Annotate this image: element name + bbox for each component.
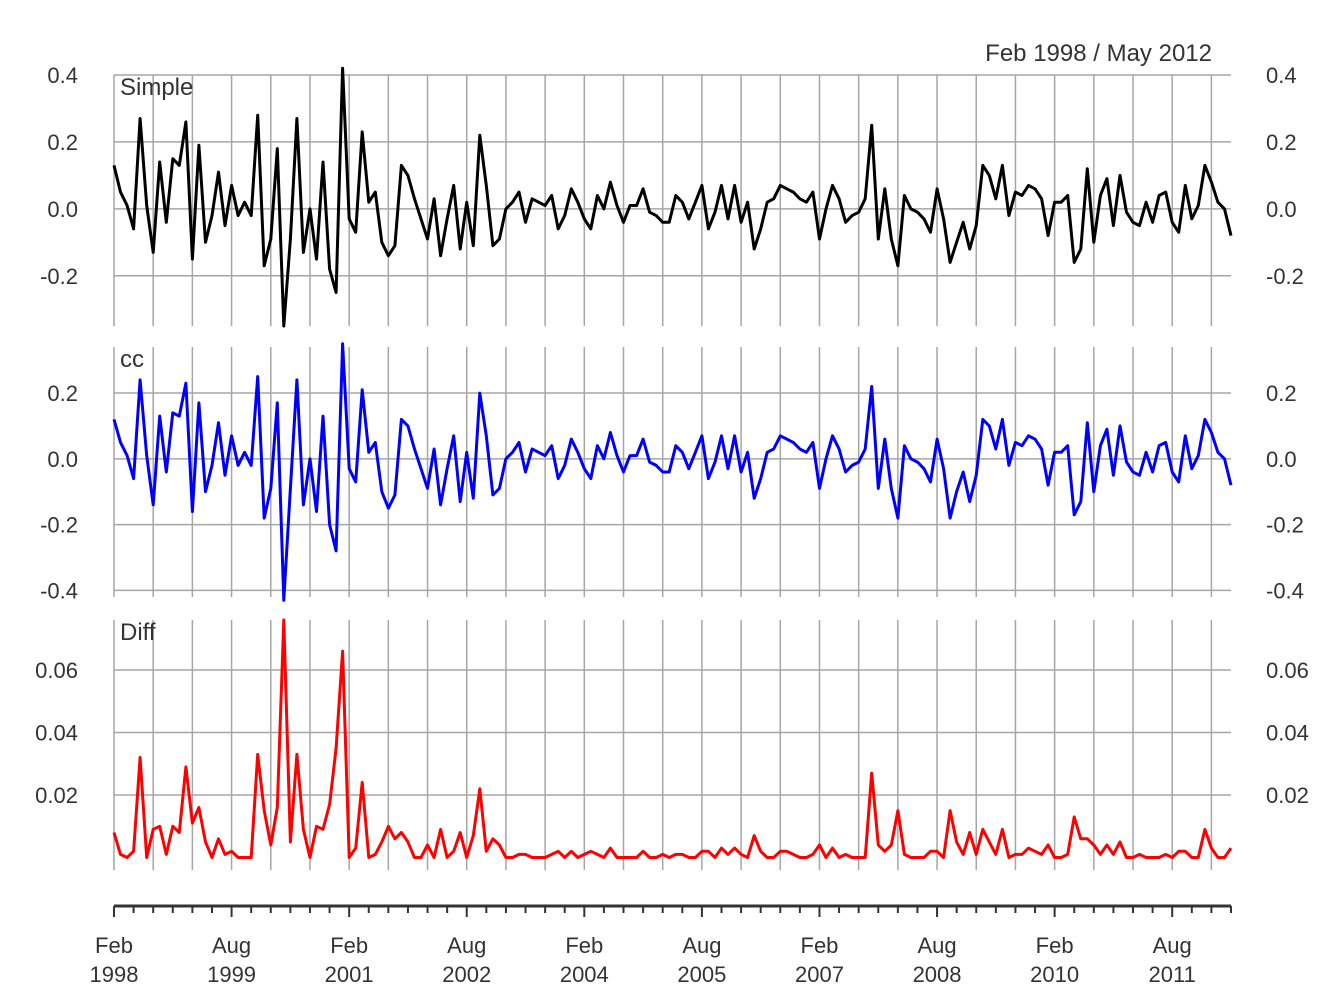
x-tick-label-year: 2005 [677, 962, 726, 987]
x-tick-label-year: 2002 [442, 962, 491, 987]
x-tick-label-month: Aug [447, 933, 486, 958]
x-tick-label-year: 2008 [913, 962, 962, 987]
y-tick-label-left: 0.02 [35, 783, 78, 808]
y-tick-label-right: 0.04 [1266, 721, 1309, 746]
y-tick-label-right: 0.0 [1266, 197, 1297, 222]
y-tick-label-right: 0.2 [1266, 381, 1297, 406]
x-tick-label-month: Feb [1036, 933, 1074, 958]
x-tick-label-month: Aug [917, 933, 956, 958]
y-tick-label-left: -0.2 [40, 513, 78, 538]
x-tick-label-year: 2011 [1149, 962, 1196, 987]
x-tick-label-year: 2007 [795, 962, 844, 987]
series-line-simple [112, 66, 1233, 328]
panel-label-diff: Diff [120, 619, 156, 646]
panel-cc: -0.4 -0.4 -0.2 -0.2 0.0 0.0 0.2 0.2 cc [40, 342, 1304, 603]
y-tick-label-right: -0.4 [1266, 578, 1304, 603]
panel-simple: -0.2 -0.2 0.0 0.0 0.2 0.2 0.4 0.4 Simple [40, 63, 1304, 328]
y-tick-label-left: 0.0 [47, 447, 78, 472]
panel-diff: 0.02 0.02 0.04 0.04 0.06 0.06 Diff [35, 618, 1309, 870]
x-tick-label-year: 2004 [560, 962, 609, 987]
x-tick-label-year: 2010 [1030, 962, 1079, 987]
y-tick-label-right: 0.02 [1266, 783, 1309, 808]
y-tick-label-right: 0.2 [1266, 130, 1297, 155]
y-tick-label-left: 0.04 [35, 721, 78, 746]
x-tick-label-month: Feb [565, 933, 603, 958]
series-line-diff [112, 618, 1233, 859]
y-tick-label-right: -0.2 [1266, 264, 1304, 289]
y-tick-label-right: 0.0 [1266, 447, 1297, 472]
date-range-label: Feb 1998 / May 2012 [985, 40, 1212, 67]
x-tick-label-year: 1998 [90, 962, 139, 987]
y-tick-label-left: 0.4 [47, 63, 78, 88]
y-tick-label-left: 0.2 [47, 130, 78, 155]
panel-label-simple: Simple [120, 74, 193, 101]
x-tick-label-month: Aug [212, 933, 251, 958]
y-tick-label-right: 0.4 [1266, 63, 1297, 88]
y-tick-label-left: -0.4 [40, 578, 78, 603]
y-tick-label-right: 0.06 [1266, 658, 1309, 683]
y-tick-label-left: 0.06 [35, 658, 78, 683]
x-tick-label-month: Feb [801, 933, 839, 958]
x-axis: Feb 1998 Aug 1999 Feb 2001 Aug 2002 Feb 2004 Aug 20… [90, 904, 1232, 987]
y-tick-label-left: 0.2 [47, 381, 78, 406]
y-tick-label-right: -0.2 [1266, 513, 1304, 538]
y-tick-label-left: 0.0 [47, 197, 78, 222]
series-line-cc [112, 342, 1233, 602]
x-tick-label-month: Feb [95, 933, 133, 958]
y-tick-label-left: -0.2 [40, 264, 78, 289]
x-tick-label-year: 1999 [207, 962, 256, 987]
panel-label-cc: cc [120, 346, 144, 373]
x-tick-label-month: Aug [682, 933, 721, 958]
x-tick-label-month: Aug [1153, 933, 1192, 958]
x-tick-label-year: 2001 [325, 962, 374, 987]
x-tick-label-month: Feb [330, 933, 368, 958]
